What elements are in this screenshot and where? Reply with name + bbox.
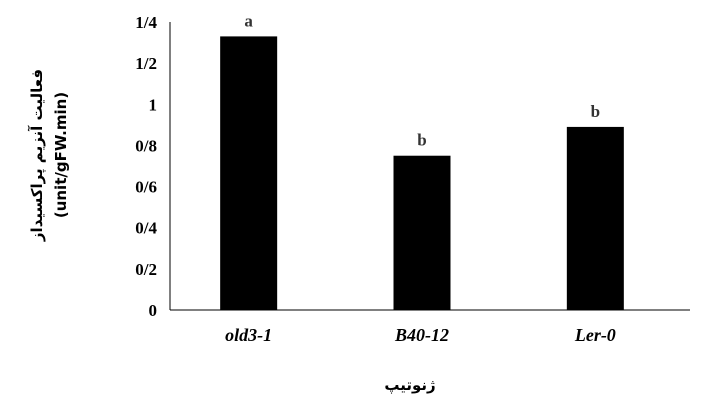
x-axis-category-labels: old3-1 B40-12 Ler-0 (225, 325, 616, 345)
significance-label: b (417, 131, 426, 150)
y-tick-label: 0/6 (135, 178, 157, 197)
bar-Ler-0 (566, 126, 624, 311)
x-tick-label: old3-1 (225, 325, 272, 345)
significance-labels: a b b (244, 11, 600, 149)
y-tick-label: 0/4 (135, 219, 157, 238)
y-tick-label: 1/2 (135, 54, 157, 73)
significance-label: b (591, 102, 600, 121)
y-tick-label: 0 (149, 301, 158, 320)
y-axis-unit: (unit/gFW.min) (52, 92, 70, 218)
bar-old3-1 (220, 36, 278, 311)
y-tick-label: 0/8 (135, 136, 157, 155)
bars (220, 36, 624, 311)
y-tick-label: 0/2 (135, 260, 157, 279)
y-axis-ticks: 0 0/2 0/4 0/6 0/8 1 1/2 1/4 (135, 13, 157, 320)
bar-B40-12 (393, 155, 451, 310)
y-axis-title-group: فعالیت آنزیم پراکسیداز (unit/gFW.min) (28, 69, 70, 242)
x-tick-label: B40-12 (394, 325, 449, 345)
y-axis-title: فعالیت آنزیم پراکسیداز (28, 69, 47, 242)
x-tick-label: Ler-0 (574, 325, 616, 345)
y-tick-label: 1/4 (135, 13, 157, 32)
significance-label: a (244, 11, 253, 30)
y-tick-label: 1 (149, 95, 158, 114)
x-axis-title: ژنوتیپ (384, 376, 435, 394)
